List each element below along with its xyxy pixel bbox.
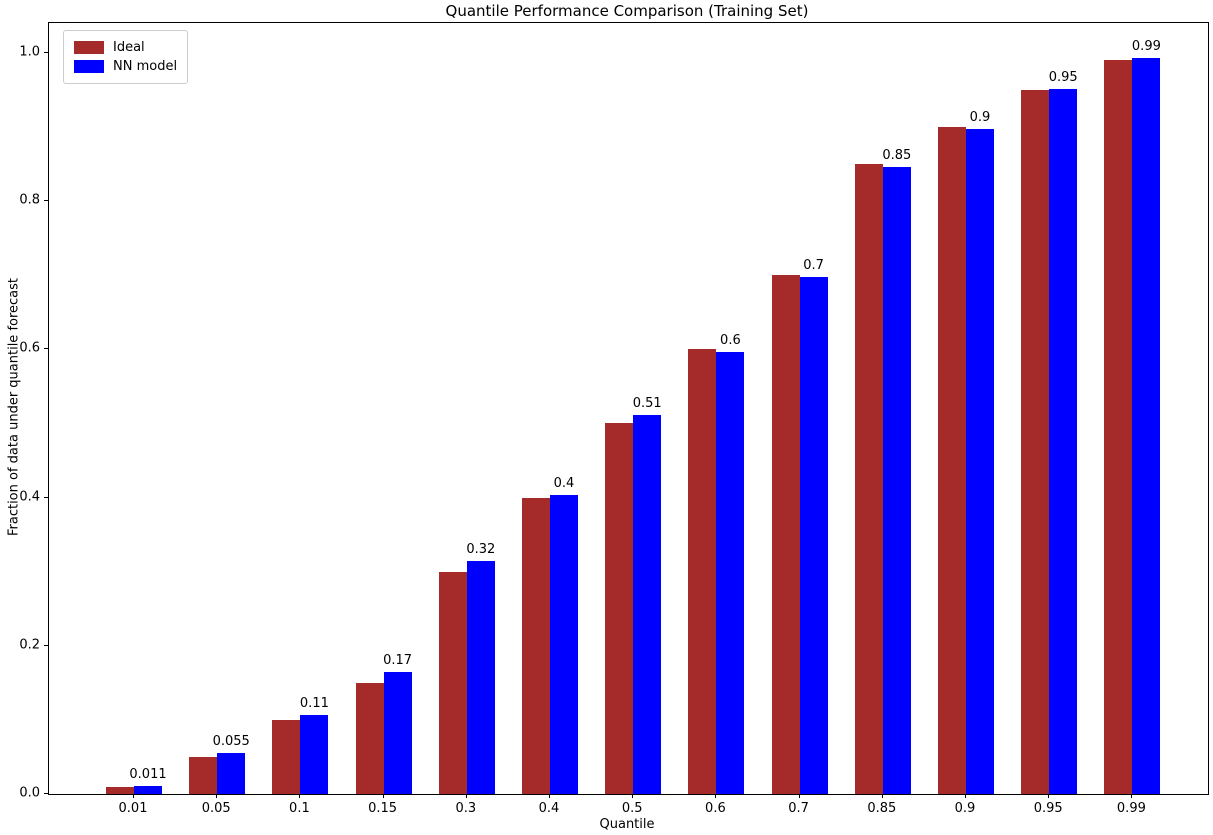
x-tick-label-0.5: 0.5 <box>621 801 643 816</box>
bar-value-label-0.3: 0.32 <box>466 542 496 557</box>
bar-value-label-0.85: 0.85 <box>882 148 912 163</box>
y-tick-label-0.8: 0.8 <box>19 192 40 208</box>
bar-value-label-0.95: 0.95 <box>1048 70 1078 85</box>
bar-ideal-0.95 <box>1021 90 1050 794</box>
bar-value-label-0.15: 0.17 <box>383 653 413 668</box>
bar-nn-model-0.05 <box>217 753 246 794</box>
chart-title: Quantile Performance Comparison (Trainin… <box>445 2 809 20</box>
x-tick-mark-0.1 <box>299 794 301 798</box>
bar-value-label-0.6: 0.6 <box>720 333 741 348</box>
x-tick-label-0.15: 0.15 <box>368 801 398 816</box>
x-tick-mark-0.05 <box>216 794 218 798</box>
x-tick-mark-0.95 <box>1048 794 1050 798</box>
bar-ideal-0.01 <box>106 787 134 794</box>
bar-value-label-0.1: 0.11 <box>299 696 329 711</box>
x-tick-mark-0.9 <box>965 794 966 798</box>
bar-nn-model-0.5 <box>633 415 662 794</box>
bar-nn-model-0.7 <box>799 277 828 794</box>
y-tick-mark-0.6 <box>44 348 48 349</box>
legend-label-nn-model: NN model <box>113 59 178 74</box>
legend-label-ideal: Ideal <box>113 40 145 55</box>
bar-ideal-0.6 <box>688 349 717 794</box>
bar-value-label-0.7: 0.7 <box>803 258 824 273</box>
x-axis-label: Quantile <box>599 817 655 832</box>
bar-nn-model-0.1 <box>300 715 329 794</box>
bar-nn-model-0.4 <box>550 495 578 794</box>
plot-area: Ideal NN model 0.011 0.055 0.11 0.17 0.32 0.4… <box>48 22 1209 795</box>
legend-swatch-ideal <box>74 41 104 54</box>
bar-ideal-0.3 <box>438 572 467 794</box>
bar-value-label-0.4: 0.4 <box>553 476 575 491</box>
bar-value-label-0.9: 0.9 <box>969 110 991 125</box>
x-tick-mark-0.7 <box>798 794 800 798</box>
bar-nn-model-0.95 <box>1049 89 1078 794</box>
bar-value-label-0.5: 0.51 <box>632 396 662 411</box>
x-tick-label-0.05: 0.05 <box>201 801 231 816</box>
y-tick-label-1.0: 1.0 <box>19 44 40 60</box>
bar-value-label-0.99: 0.99 <box>1131 39 1161 54</box>
bar-nn-model-0.99 <box>1132 58 1161 794</box>
bar-ideal-0.05 <box>189 757 218 794</box>
x-tick-label-0.7: 0.7 <box>788 801 809 816</box>
bar-nn-model-0.3 <box>466 561 495 794</box>
bar-ideal-0.9 <box>938 127 966 794</box>
y-tick-mark-0.2 <box>44 645 48 646</box>
legend: Ideal NN model <box>63 30 189 84</box>
legend-item-nn-model: NN model <box>74 57 177 76</box>
legend-item-ideal: Ideal <box>74 38 177 57</box>
y-tick-mark-0.4 <box>44 497 48 498</box>
x-tick-mark-0.15 <box>382 794 384 798</box>
x-tick-label-0.85: 0.85 <box>867 801 897 816</box>
bar-nn-model-0.15 <box>383 672 412 794</box>
x-tick-mark-0.3 <box>465 794 467 798</box>
bar-ideal-0.5 <box>605 423 634 794</box>
x-tick-mark-0.01 <box>133 794 134 798</box>
bar-nn-model-0.01 <box>134 786 162 794</box>
x-tick-label-0.1: 0.1 <box>289 801 310 816</box>
x-tick-label-0.6: 0.6 <box>705 801 726 816</box>
x-tick-mark-0.5 <box>632 794 634 798</box>
x-tick-label-0.99: 0.99 <box>1116 801 1146 816</box>
x-tick-label-0.3: 0.3 <box>455 801 477 816</box>
y-tick-label-0.6: 0.6 <box>19 340 40 356</box>
bar-nn-model-0.9 <box>966 129 994 794</box>
bar-ideal-0.1 <box>272 720 301 794</box>
bar-value-label-0.01: 0.011 <box>129 767 167 782</box>
y-tick-label-0.4: 0.4 <box>19 489 40 505</box>
bar-ideal-0.7 <box>771 275 800 794</box>
x-tick-mark-0.99 <box>1131 794 1133 798</box>
y-tick-label-0.2: 0.2 <box>19 637 40 653</box>
bar-ideal-0.85 <box>854 164 883 794</box>
x-tick-label-0.9: 0.9 <box>954 801 976 816</box>
x-tick-mark-0.6 <box>715 794 717 798</box>
x-tick-label-0.95: 0.95 <box>1033 801 1063 816</box>
bar-value-label-0.05: 0.055 <box>212 734 250 749</box>
x-tick-label-0.01: 0.01 <box>118 801 148 816</box>
bar-ideal-0.4 <box>522 498 550 794</box>
x-tick-label-0.4: 0.4 <box>538 801 560 816</box>
x-tick-mark-0.4 <box>549 794 550 798</box>
x-tick-mark-0.85 <box>881 794 883 798</box>
legend-swatch-nn-model <box>74 60 104 73</box>
y-tick-mark-1.0 <box>44 52 48 53</box>
bar-nn-model-0.85 <box>882 167 911 794</box>
bar-nn-model-0.6 <box>716 352 745 794</box>
y-tick-mark-0.8 <box>44 200 48 201</box>
bar-ideal-0.99 <box>1104 60 1133 794</box>
y-tick-label-0.0: 0.0 <box>19 785 40 801</box>
y-tick-mark-0.0 <box>44 793 48 794</box>
bar-ideal-0.15 <box>355 683 384 794</box>
